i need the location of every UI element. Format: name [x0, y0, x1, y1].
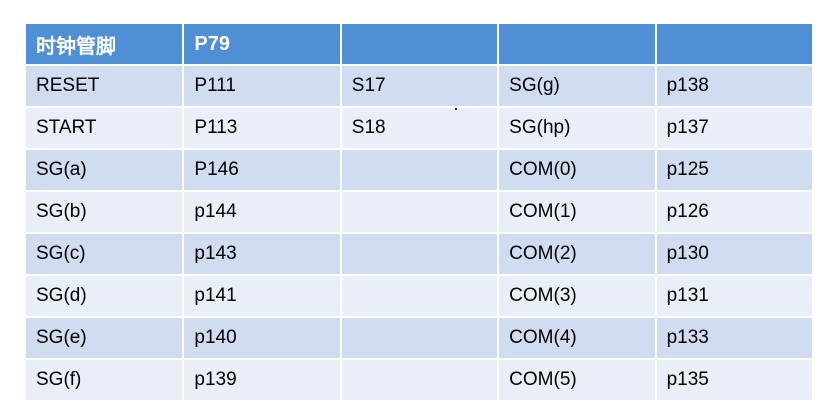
table-cell: COM(2)	[499, 234, 655, 274]
table-cell: SG(d)	[26, 276, 183, 316]
table-cell: p143	[184, 234, 340, 274]
table-header-row: 时钟管脚 P79	[26, 24, 812, 64]
stray-dot-mark	[455, 108, 457, 110]
table-cell	[341, 192, 498, 232]
table-cell	[341, 276, 498, 316]
table-cell	[341, 150, 498, 190]
table-cell: P111	[184, 66, 340, 106]
table-cell: COM(0)	[499, 150, 655, 190]
table-cell	[341, 318, 498, 358]
table-row: SG(a) P146 COM(0) p125	[26, 150, 812, 190]
table-cell: S17	[341, 66, 498, 106]
table-row: START P113 S18 SG(hp) p137	[26, 108, 812, 148]
table-cell: COM(3)	[499, 276, 655, 316]
table-cell: p139	[184, 360, 340, 400]
table-row: RESET P111 S17 SG(g) p138	[26, 66, 812, 106]
header-cell: P79	[184, 24, 340, 64]
table-cell: p131	[656, 276, 812, 316]
table-cell: SG(hp)	[499, 108, 655, 148]
table-row: SG(d) p141 COM(3) p131	[26, 276, 812, 316]
header-cell: 时钟管脚	[26, 24, 183, 64]
table-cell: P146	[184, 150, 340, 190]
pin-table-container: 时钟管脚 P79 RESET P111 S17 SG(g) p138 START…	[24, 22, 814, 402]
table-cell	[341, 234, 498, 274]
table-row: SG(e) p140 COM(4) p133	[26, 318, 812, 358]
table-cell: p125	[656, 150, 812, 190]
table-cell: SG(c)	[26, 234, 183, 274]
table-cell: p138	[656, 66, 812, 106]
header-cell	[341, 24, 498, 64]
table-cell: p126	[656, 192, 812, 232]
table-cell: COM(5)	[499, 360, 655, 400]
table-cell: SG(b)	[26, 192, 183, 232]
pin-table: 时钟管脚 P79 RESET P111 S17 SG(g) p138 START…	[24, 22, 814, 402]
table-cell: SG(f)	[26, 360, 183, 400]
table-cell: p133	[656, 318, 812, 358]
table-cell: p140	[184, 318, 340, 358]
table-cell: SG(e)	[26, 318, 183, 358]
table-cell: COM(4)	[499, 318, 655, 358]
table-cell: SG(a)	[26, 150, 183, 190]
header-cell	[499, 24, 655, 64]
table-cell: START	[26, 108, 183, 148]
table-row: SG(f) p139 COM(5) p135	[26, 360, 812, 400]
table-cell: p141	[184, 276, 340, 316]
table-row: SG(c) p143 COM(2) p130	[26, 234, 812, 274]
header-cell	[656, 24, 812, 64]
table-cell: RESET	[26, 66, 183, 106]
table-row: SG(b) p144 COM(1) p126	[26, 192, 812, 232]
table-cell: P113	[184, 108, 340, 148]
table-cell: COM(1)	[499, 192, 655, 232]
table-cell	[341, 360, 498, 400]
table-cell: SG(g)	[499, 66, 655, 106]
table-cell: p144	[184, 192, 340, 232]
table-cell: S18	[341, 108, 498, 148]
table-cell: p130	[656, 234, 812, 274]
table-cell: p135	[656, 360, 812, 400]
table-cell: p137	[656, 108, 812, 148]
